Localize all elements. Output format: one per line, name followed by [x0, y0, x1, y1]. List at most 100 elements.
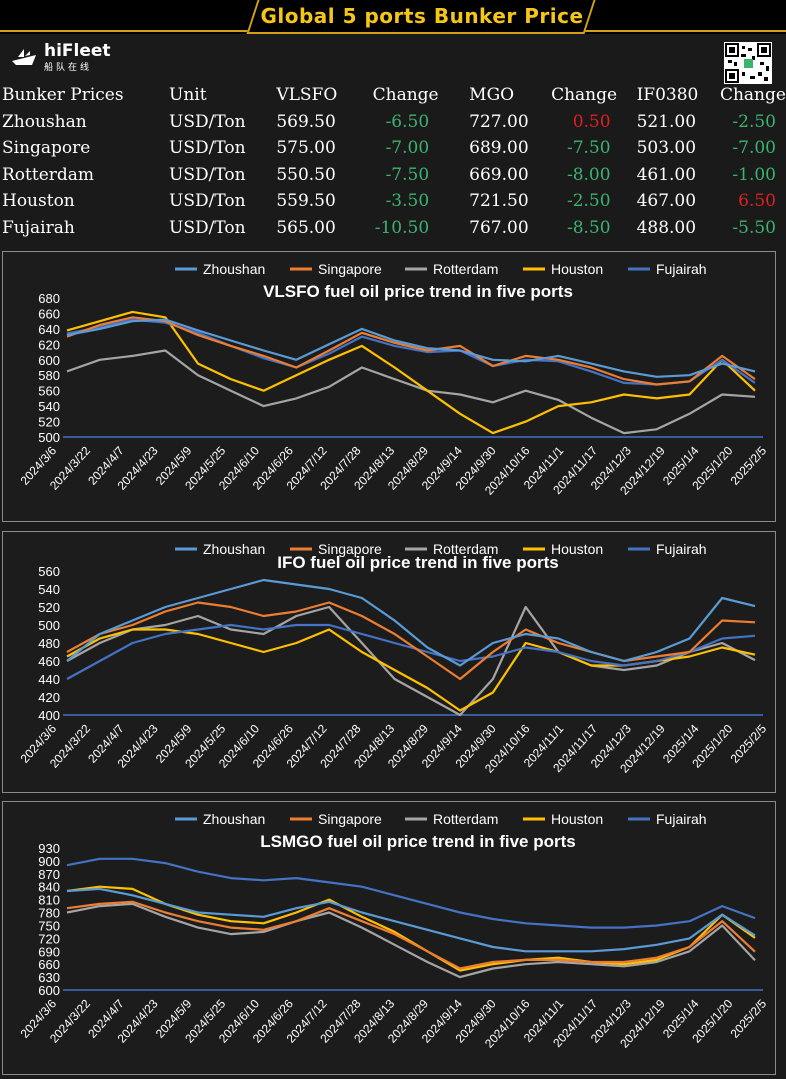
y-tick-label: 630: [38, 970, 60, 985]
y-tick-label: 690: [38, 944, 60, 959]
y-tick-label: 900: [38, 854, 60, 869]
if0380-cell: 521.00: [636, 111, 697, 132]
y-tick-label: 780: [38, 906, 60, 921]
y-tick-label: 480: [38, 636, 60, 651]
y-tick-label: 520: [38, 415, 60, 430]
ifo-chart: Zhoushan Singapore Rotterdam Houston Fujaira…: [18, 541, 770, 776]
y-tick-label: 840: [38, 880, 60, 895]
legend-label: Rotterdam: [433, 811, 498, 827]
port-cell: Rotterdam: [2, 164, 95, 185]
logo-name: hiFleet: [44, 41, 111, 61]
y-tick-label: 460: [38, 654, 60, 669]
vlsfo-change-cell: -7.00: [385, 138, 430, 159]
chart-legend: Zhoushan Singapore Rotterdam Houston Fujaira…: [175, 811, 707, 827]
y-tick-label: 540: [38, 399, 60, 414]
mgo-cell: 767.00: [469, 217, 529, 238]
unit-cell: USD/Ton: [169, 191, 246, 212]
y-tick-label: 620: [38, 337, 60, 352]
mgo-cell: 721.50: [469, 191, 529, 212]
y-tick-label: 580: [38, 368, 60, 383]
if0380-cell: 503.00: [636, 138, 697, 159]
if0380-change-cell: -7.00: [732, 138, 776, 159]
table-row: Houston USD/Ton 559.50 -3.50 721.50 -2.50 467.…: [2, 188, 786, 215]
title-banner: Global 5 ports Bunker Price: [0, 0, 786, 34]
x-tick-label: 2025/2/5: [728, 443, 770, 487]
y-tick-label: 680: [38, 291, 60, 306]
y-tick-label: 500: [38, 618, 60, 633]
legend-label: Singapore: [318, 261, 382, 277]
column-header: Bunker Prices: [2, 85, 124, 106]
y-tick-label: 720: [38, 931, 60, 946]
if0380-change-cell: -5.50: [732, 217, 776, 238]
legend-label: Houston: [551, 541, 603, 557]
y-tick-label: 560: [38, 384, 60, 399]
y-tick-label: 870: [38, 867, 60, 882]
column-header: Change: [372, 85, 439, 106]
qr-code-icon: [724, 42, 772, 84]
table-row: Rotterdam USD/Ton 550.50 -7.50 669.00 -8.00 46…: [2, 162, 786, 189]
if0380-cell: 488.00: [636, 217, 697, 238]
legend-label: Rotterdam: [433, 261, 498, 277]
table-row: Fujairah USD/Ton 565.00 -10.50 767.00 -8.50 48…: [2, 215, 786, 242]
y-tick-label: 520: [38, 600, 60, 615]
x-tick-label: 2025/2/5: [728, 996, 770, 1040]
series-line-zhoushan: [66, 578, 756, 667]
table-header-row: Bunker Prices Unit VLSFO Change MGO Chan…: [2, 82, 786, 109]
unit-cell: USD/Ton: [169, 164, 246, 185]
series-line-rotterdam: [66, 605, 756, 717]
vlsfo-cell: 565.00: [276, 217, 336, 238]
table-row: Zhoushan USD/Ton 569.50 -6.50 727.00 0.50 521.…: [2, 109, 786, 136]
series-line-zhoushan: [66, 887, 756, 953]
legend-label: Zhoushan: [203, 541, 265, 557]
series-line-singapore: [66, 900, 756, 970]
banner-line-left: [0, 30, 262, 32]
vlsfo-change-cell: -6.50: [385, 111, 430, 132]
column-header: IF0380: [636, 85, 699, 106]
chart-legend: Zhoushan Singapore Rotterdam Houston Fujaira…: [175, 541, 707, 557]
mgo-cell: 689.00: [469, 138, 529, 159]
y-tick-label: 660: [38, 957, 60, 972]
port-cell: Singapore: [2, 138, 91, 159]
if0380-change-cell: 6.50: [738, 191, 776, 212]
unit-cell: USD/Ton: [169, 217, 246, 238]
port-cell: Houston: [2, 191, 75, 212]
series-line-houston: [66, 310, 756, 435]
mgo-change-cell: -7.50: [566, 138, 611, 159]
y-tick-label: 930: [38, 841, 60, 856]
y-tick-label: 600: [38, 353, 60, 368]
lsmgo-chart-panel: Zhoushan Singapore Rotterdam Houston Fujaira…: [2, 801, 776, 1075]
mgo-change-cell: -2.50: [566, 191, 611, 212]
y-tick-label: 440: [38, 672, 60, 687]
column-header: Change: [719, 85, 786, 106]
legend-label: Zhoushan: [203, 261, 265, 277]
bunker-price-table: Bunker Prices Unit VLSFO Change MGO Chan…: [2, 82, 786, 241]
legend-label: Rotterdam: [433, 541, 498, 557]
if0380-change-cell: -1.00: [732, 164, 776, 185]
chart-title: IFO fuel oil price trend in five ports: [277, 553, 558, 572]
legend-label: Fujairah: [656, 811, 707, 827]
series-line-singapore: [66, 316, 756, 386]
legend-label: Fujairah: [656, 541, 707, 557]
if0380-cell: 467.00: [636, 191, 697, 212]
logo-subtext: 船队在线: [44, 63, 93, 73]
vlsfo-chart: Zhoushan Singapore Rotterdam Houston Fujaira…: [18, 261, 770, 498]
chart-legend: Zhoushan Singapore Rotterdam Houston Fujaira…: [175, 261, 707, 277]
series-line-fujairah: [66, 318, 756, 386]
column-header: Unit: [169, 85, 207, 106]
port-cell: Zhoushan: [2, 111, 87, 132]
series-line-rotterdam: [66, 902, 756, 979]
lsmgo-chart: Zhoushan Singapore Rotterdam Houston Fujaira…: [18, 811, 770, 1051]
y-tick-label: 420: [38, 690, 60, 705]
vlsfo-cell: 550.50: [276, 164, 336, 185]
legend-label: Fujairah: [656, 261, 707, 277]
y-tick-label: 810: [38, 893, 60, 908]
legend-label: Houston: [551, 811, 603, 827]
port-cell: Fujairah: [2, 217, 75, 238]
unit-cell: USD/Ton: [169, 111, 246, 132]
ship-icon: [10, 45, 40, 71]
legend-label: Singapore: [318, 541, 382, 557]
legend-label: Singapore: [318, 811, 382, 827]
unit-cell: USD/Ton: [169, 138, 246, 159]
mgo-cell: 669.00: [469, 164, 529, 185]
column-header: MGO: [469, 85, 515, 106]
